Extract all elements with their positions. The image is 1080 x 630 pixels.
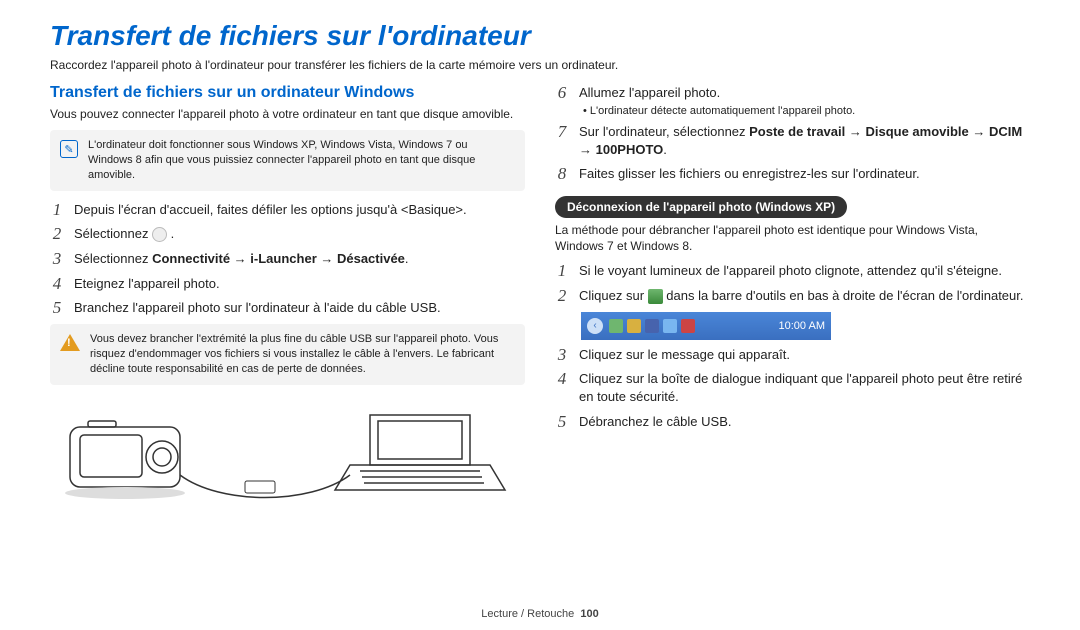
dstep-1: Si le voyant lumineux de l'appareil phot… bbox=[555, 262, 1030, 281]
left-subhead: Transfert de fichiers sur un ordinateur … bbox=[50, 84, 525, 102]
taskbar-screenshot: ‹ 10:00 AM bbox=[581, 312, 831, 340]
disconnect-steps: Si le voyant lumineux de l'appareil phot… bbox=[555, 262, 1030, 305]
tray-icon-2 bbox=[627, 319, 641, 333]
step-4: Eteignez l'appareil photo. bbox=[50, 275, 525, 294]
step-5: Branchez l'appareil photo sur l'ordinate… bbox=[50, 299, 525, 318]
tray-expand-icon: ‹ bbox=[587, 318, 603, 334]
page-intro: Raccordez l'appareil photo à l'ordinateu… bbox=[50, 58, 1030, 72]
right-steps: Allumez l'appareil photo. bbox=[555, 84, 1030, 103]
step-6-bullet: L'ordinateur détecte automatiquement l'a… bbox=[583, 105, 1030, 117]
page-footer: Lecture / Retouche 100 bbox=[0, 608, 1080, 620]
camera-laptop-illustration bbox=[50, 395, 525, 505]
content-columns: Transfert de fichiers sur un ordinateur … bbox=[50, 84, 1030, 505]
info-note-text: L'ordinateur doit fonctionner sous Windo… bbox=[88, 138, 515, 183]
warning-icon bbox=[60, 334, 80, 351]
step-2: Sélectionnez . bbox=[50, 225, 525, 244]
disconnect-steps-2: Cliquez sur le message qui apparaît. Cli… bbox=[555, 346, 1030, 432]
step-7: Sur l'ordinateur, sélectionnez Poste de … bbox=[555, 123, 1030, 159]
step-8: Faites glisser les fichiers ou enregistr… bbox=[555, 165, 1030, 184]
step-3: Sélectionnez Connectivité → i-Launcher →… bbox=[50, 250, 525, 269]
taskbar-time: 10:00 AM bbox=[779, 320, 825, 332]
tray-icon-1 bbox=[609, 319, 623, 333]
left-steps: Depuis l'écran d'accueil, faites défiler… bbox=[50, 201, 525, 318]
info-icon: ✎ bbox=[60, 140, 78, 158]
right-column: Allumez l'appareil photo. L'ordinateur d… bbox=[555, 84, 1030, 505]
pill-text: La méthode pour débrancher l'appareil ph… bbox=[555, 222, 1030, 254]
warning-text: Vous devez brancher l'extrémité la plus … bbox=[90, 332, 515, 377]
page-title: Transfert de fichiers sur l'ordinateur bbox=[50, 20, 1030, 52]
dstep-4: Cliquez sur la boîte de dialogue indiqua… bbox=[555, 370, 1030, 406]
info-note: ✎ L'ordinateur doit fonctionner sous Win… bbox=[50, 130, 525, 191]
left-column: Transfert de fichiers sur un ordinateur … bbox=[50, 84, 525, 505]
section-pill: Déconnexion de l'appareil photo (Windows… bbox=[555, 196, 847, 218]
warning-note: Vous devez brancher l'extrémité la plus … bbox=[50, 324, 525, 385]
settings-icon bbox=[152, 227, 167, 242]
safely-remove-icon bbox=[648, 289, 663, 304]
step-1: Depuis l'écran d'accueil, faites défiler… bbox=[50, 201, 525, 220]
tray-icon-4 bbox=[663, 319, 677, 333]
left-lead: Vous pouvez connecter l'appareil photo à… bbox=[50, 106, 525, 122]
dstep-3: Cliquez sur le message qui apparaît. bbox=[555, 346, 1030, 365]
tray-icon-3 bbox=[645, 319, 659, 333]
dstep-2: Cliquez sur dans la barre d'outils en ba… bbox=[555, 287, 1030, 306]
dstep-5: Débranchez le câble USB. bbox=[555, 413, 1030, 432]
step-6: Allumez l'appareil photo. bbox=[555, 84, 1030, 103]
right-steps-78: Sur l'ordinateur, sélectionnez Poste de … bbox=[555, 123, 1030, 184]
tray-icon-5 bbox=[681, 319, 695, 333]
